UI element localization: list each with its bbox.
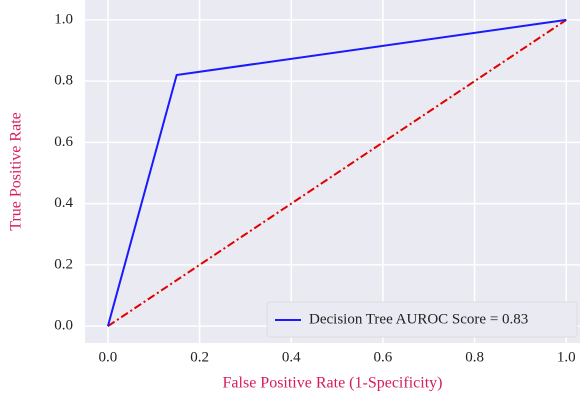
y-tick-label: 0.2 bbox=[54, 256, 73, 272]
legend-label: Decision Tree AUROC Score = 0.83 bbox=[309, 311, 528, 327]
y-tick-label: 0.8 bbox=[54, 73, 73, 89]
y-tick-label: 0.6 bbox=[54, 134, 73, 150]
x-tick-label: 1.0 bbox=[557, 349, 576, 365]
x-tick-label: 0.4 bbox=[282, 349, 301, 365]
line bbox=[106, 18, 567, 327]
y-tick-label: 1.0 bbox=[54, 11, 73, 27]
y-tick-label: 0.0 bbox=[54, 318, 73, 334]
legend bbox=[266, 301, 578, 338]
y-tick-label: 0.4 bbox=[54, 195, 73, 211]
x-tick-label: 0.2 bbox=[190, 349, 209, 365]
x-tick-label: 0.6 bbox=[374, 349, 393, 365]
x-tick-label: 0.8 bbox=[465, 349, 484, 365]
x-axis-label: False Positive Rate (1-Specificity) bbox=[223, 375, 443, 392]
y-axis-label: True Positive Rate bbox=[8, 112, 25, 231]
x-tick-label: 0.0 bbox=[99, 349, 118, 365]
plot-area bbox=[85, 0, 580, 343]
line bbox=[107, 19, 567, 327]
